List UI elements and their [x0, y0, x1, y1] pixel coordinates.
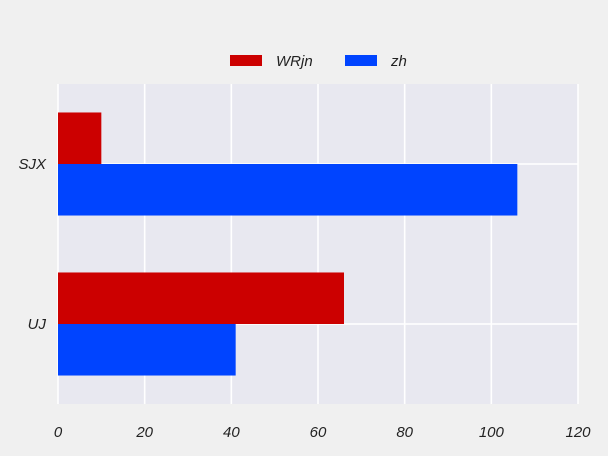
x-tick-label: 80	[396, 424, 413, 441]
x-tick-label: 20	[135, 424, 153, 441]
x-tick-label: 40	[223, 424, 240, 441]
x-tick-label: 60	[310, 424, 327, 441]
bar-wrjn-uj	[58, 272, 344, 324]
y-tick-label: UJ	[28, 316, 47, 333]
legend: WRjn zh	[230, 53, 407, 70]
x-tick-label: 0	[54, 424, 63, 441]
bar-zh-sjx	[58, 164, 518, 216]
legend-swatch	[345, 55, 377, 66]
legend-label: zh	[390, 53, 407, 70]
x-tick-label: 120	[565, 424, 591, 441]
bar-zh-uj	[58, 324, 236, 376]
x-axis-tick-labels: 0 20 40 60 80 100 120	[54, 424, 591, 441]
legend-label: WRjn	[276, 53, 313, 70]
y-tick-label: SJX	[18, 156, 47, 173]
legend-swatch	[230, 55, 262, 66]
x-tick-label: 100	[479, 424, 505, 441]
bars	[58, 112, 518, 376]
bar-wrjn-sjx	[58, 112, 102, 164]
y-axis-tick-labels: SJX UJ	[18, 156, 47, 333]
